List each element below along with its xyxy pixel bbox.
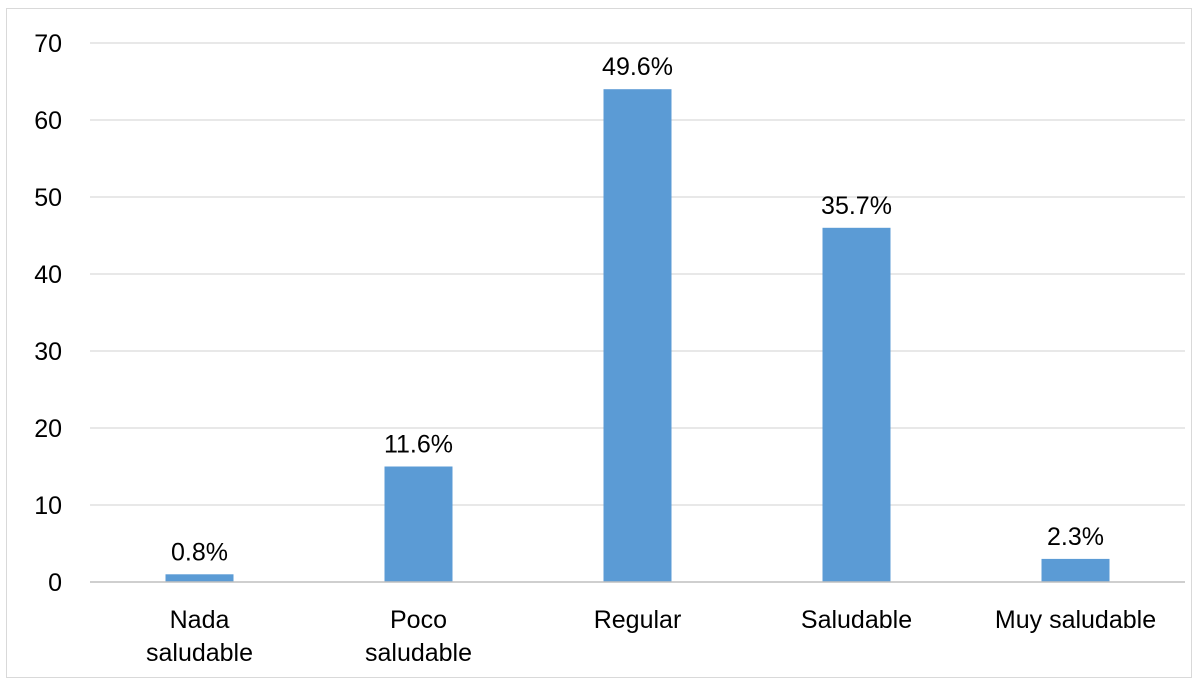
data-label: 0.8% [171,538,228,566]
bar [384,466,453,582]
y-tick-label: 50 [34,184,62,212]
data-label: 49.6% [602,53,673,81]
x-tick-label-line: Nada [170,606,230,634]
bar [165,574,234,582]
y-tick-label: 70 [34,30,62,58]
x-tick-label: Saludable [801,606,912,634]
x-tick-label: Poco saludable [365,606,472,667]
data-label: 35.7% [821,192,892,220]
y-tick-label: 40 [34,261,62,289]
y-tick-label: 10 [34,492,62,520]
y-tick-label: 30 [34,338,62,366]
bar [822,227,891,583]
y-tick-label: 0 [48,569,62,597]
x-tick-label-line: saludable [146,639,253,667]
bar [1041,558,1110,582]
x-tick-label-line: Muy saludable [995,606,1156,634]
x-tick-label-line: Saludable [801,606,912,634]
x-tick-label-line: Regular [594,606,682,634]
data-label: 11.6% [384,431,453,459]
y-tick-label: 20 [34,415,62,443]
x-tick-label: Regular [594,606,682,634]
y-tick-label: 60 [34,107,62,135]
x-tick-label: Nada saludable [146,606,253,667]
bar [603,89,672,582]
x-tick-label-line: Poco [390,606,447,634]
x-tick-label: Muy saludable [995,606,1156,634]
x-tick-label-line: saludable [365,639,472,667]
data-label: 2.3% [1047,523,1104,551]
